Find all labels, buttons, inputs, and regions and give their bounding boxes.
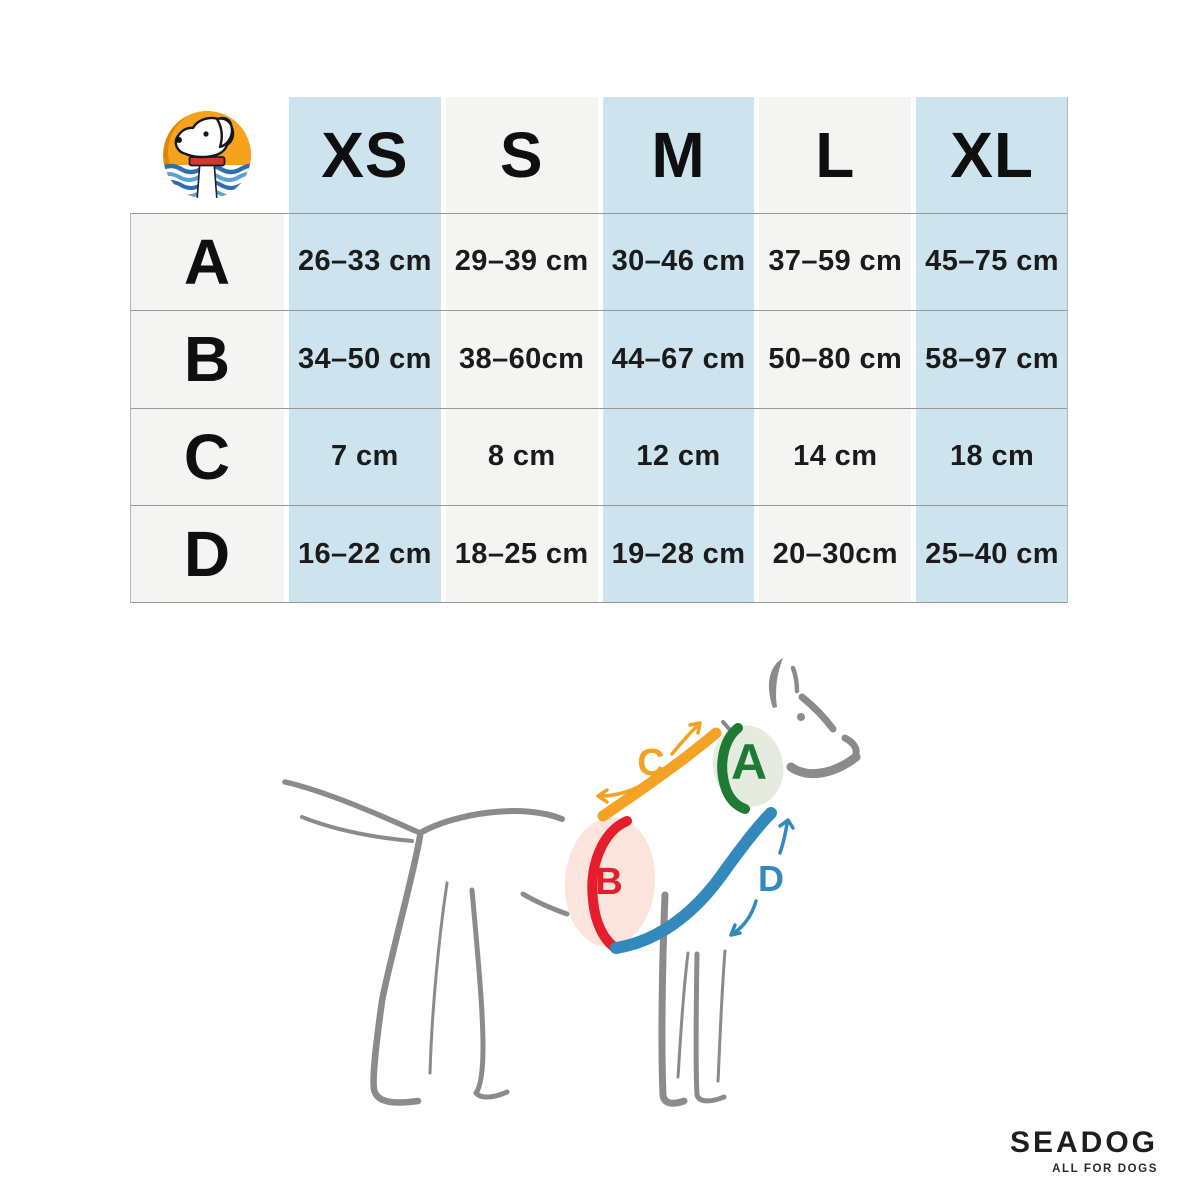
hind-leg-far-stroke — [469, 887, 510, 1100]
row-label-d: D — [130, 505, 284, 603]
marker-a-green-band — [717, 723, 750, 814]
hind-leg-inner-stroke — [428, 881, 449, 1075]
front-leg-stroke-2 — [676, 951, 690, 1079]
front-leg-stroke-4 — [716, 949, 727, 1083]
size-col-header-m: M — [602, 97, 755, 213]
cell-c-m: 12 cm — [602, 408, 755, 506]
cell-c-l: 14 cm — [759, 408, 912, 506]
cell-b-m: 44–67 cm — [602, 310, 755, 408]
brand-wordmark: SEADOG — [1009, 1126, 1158, 1159]
eye-dot — [797, 713, 805, 721]
marker-d-front-chest — [610, 807, 795, 954]
size-chart-table: XS S M L XL A 26–33 cm 29–39 cm 30–46 cm… — [130, 97, 1068, 603]
marker-d-arrowhead-lower — [729, 923, 742, 937]
hind-leg-near-stroke — [370, 832, 424, 1106]
marker-d-arrowhead-upper — [778, 818, 795, 830]
cell-a-l: 37–59 cm — [759, 213, 912, 311]
cell-b-l: 50–80 cm — [759, 310, 912, 408]
marker-a-neck-girth — [712, 723, 784, 814]
row-label-a: A — [130, 213, 284, 311]
row-label-b: B — [130, 310, 284, 408]
marker-c-arrow-lower — [599, 785, 640, 798]
dog-measurement-diagram: A B C D — [275, 645, 945, 1150]
dog-diagram-svg: A B C D — [282, 658, 861, 1107]
marker-c-orange-band — [597, 727, 722, 822]
cell-a-xs: 26–33 cm — [289, 213, 441, 311]
cell-b-s: 38–60cm — [445, 310, 598, 408]
brow-stroke — [798, 693, 837, 733]
cell-b-xl: 58–97 cm — [916, 310, 1068, 408]
front-leg-stroke-1 — [658, 891, 688, 1107]
size-col-header-xl: XL — [916, 97, 1068, 213]
tail-upper-stroke — [282, 779, 423, 836]
marker-d-arrow-upper — [778, 821, 789, 855]
cell-c-xl: 18 cm — [916, 408, 1068, 506]
cell-d-xs: 16–22 cm — [289, 505, 441, 603]
row-label-c: C — [130, 408, 284, 506]
marker-c-arrow-upper — [670, 723, 700, 756]
size-col-header-l: L — [759, 97, 912, 213]
marker-c-back-length — [596, 721, 722, 822]
cell-c-s: 8 cm — [445, 408, 598, 506]
marker-c-arrowhead-lower — [596, 788, 609, 804]
marker-a-label: A — [731, 734, 767, 790]
size-col-header-xs: XS — [289, 97, 441, 213]
marker-d-label: D — [758, 858, 784, 899]
ear-left — [768, 658, 783, 708]
cell-a-s: 29–39 cm — [445, 213, 598, 311]
cell-a-m: 30–46 cm — [602, 213, 755, 311]
marker-c-label: C — [637, 742, 664, 784]
front-leg-stroke-3 — [693, 951, 727, 1104]
cell-d-l: 20–30cm — [759, 505, 912, 603]
brand-block: SEADOG ALL FOR DOGS — [1009, 1126, 1158, 1176]
marker-b-fill-ellipse — [564, 817, 656, 947]
marker-b-chest-girth — [564, 816, 656, 954]
marker-b-label: B — [595, 861, 622, 903]
nose-stroke — [841, 734, 860, 757]
tail-lower-stroke — [300, 815, 414, 843]
dog-sketch-outline — [282, 658, 861, 1107]
cell-b-xs: 34–50 cm — [289, 310, 441, 408]
jaw-stroke — [786, 752, 861, 779]
back-stroke — [417, 808, 565, 836]
cell-d-m: 19–28 cm — [602, 505, 755, 603]
cell-c-xs: 7 cm — [289, 408, 441, 506]
marker-c-arrowhead-upper — [688, 721, 702, 735]
size-col-header-s: S — [445, 97, 598, 213]
ear-right-stroke — [790, 665, 800, 694]
cell-d-xl: 25–40 cm — [916, 505, 1068, 603]
table-corner-logo-cell — [130, 97, 284, 213]
cell-a-xl: 45–75 cm — [916, 213, 1068, 311]
marker-d-blue-band — [610, 807, 777, 954]
seadog-logo-icon — [163, 111, 251, 199]
marker-b-red-band — [587, 816, 632, 954]
brand-tagline: ALL FOR DOGS — [1052, 1163, 1158, 1175]
marker-d-arrow-lower — [732, 899, 758, 935]
cell-d-s: 18–25 cm — [445, 505, 598, 603]
belly-stroke — [520, 891, 570, 917]
